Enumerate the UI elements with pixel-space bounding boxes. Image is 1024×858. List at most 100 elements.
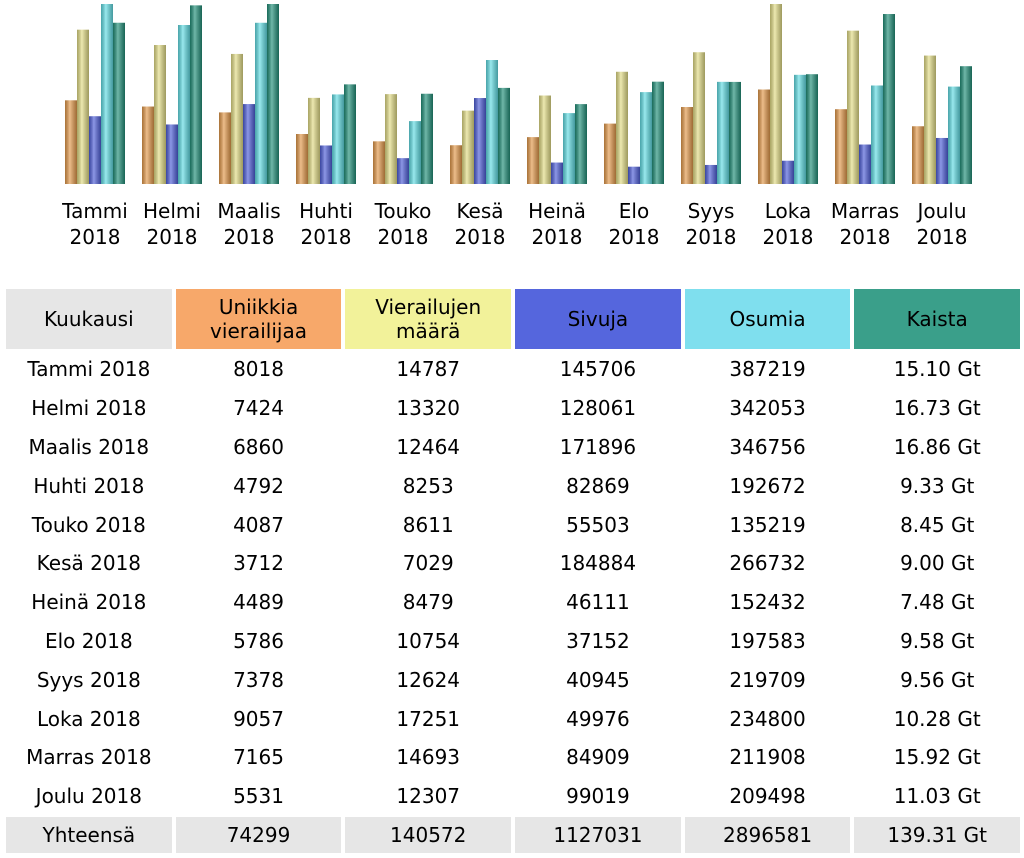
value-cell: 10754 (396, 628, 461, 653)
table-row: Helmi 2018 7424 13320 128061 342053 16.73 Gt (6, 390, 1020, 427)
bar (65, 100, 77, 184)
value-cell: 17251 (396, 706, 461, 731)
bar (835, 109, 847, 184)
bar (575, 104, 587, 184)
bar (332, 94, 344, 184)
value-cell: 5531 (233, 784, 284, 809)
table-row: Touko 2018 4087 8611 55503 135219 8.45 Gt (6, 506, 1020, 543)
value-cell: 209498 (729, 784, 806, 809)
bar (486, 60, 498, 184)
value-cell: 15.92 Gt (893, 745, 981, 770)
bar (681, 107, 693, 184)
month-cell: Huhti 2018 (33, 473, 145, 498)
value-cell: 4087 (233, 512, 284, 537)
bar (924, 55, 936, 184)
value-cell: 152432 (729, 590, 806, 615)
value-cell: 145706 (559, 357, 637, 382)
x-tick-label: Kesä 2018 (454, 199, 506, 249)
x-tick-label: Huhti 2018 (299, 199, 353, 249)
value-cell: 387219 (729, 357, 806, 382)
value-cell: 135219 (729, 512, 806, 537)
bar (527, 137, 539, 184)
x-tick-label: Syys 2018 (685, 199, 737, 249)
bar (693, 52, 705, 184)
value-cell: 13320 (396, 396, 461, 421)
bar (255, 22, 267, 184)
value-cell: 219709 (729, 667, 806, 692)
header-row: Kuukausi Uniikkia vierailijaa Vierailujen … (6, 289, 1020, 349)
bar (806, 74, 818, 184)
bar (101, 4, 113, 184)
bar (936, 137, 948, 184)
bar (883, 14, 895, 185)
bar (474, 98, 486, 184)
value-cell: 55503 (566, 512, 630, 537)
bar (450, 145, 462, 184)
bar (421, 93, 433, 184)
value-cell: 197583 (729, 628, 806, 653)
bar (912, 126, 924, 184)
value-cell: 7165 (233, 745, 284, 770)
value-cell: 184884 (559, 551, 637, 576)
month-cell: Loka 2018 (36, 706, 141, 731)
bar (462, 110, 474, 184)
value-cell: 8611 (402, 512, 454, 537)
total-cell: 2896581 (684, 816, 851, 854)
bar (717, 81, 729, 184)
month-cell: Joulu 2018 (35, 784, 142, 809)
value-cell: 6860 (233, 434, 284, 459)
x-tick-label: Marras 2018 (830, 199, 900, 249)
x-tick-label: Elo 2018 (608, 199, 660, 249)
table-row: Maalis 2018 6860 12464 171896 346756 16.86 Gt (6, 429, 1020, 466)
value-cell: 40945 (566, 667, 630, 692)
bar (782, 160, 794, 184)
bar (243, 104, 255, 184)
total-row: Yhteensä 74299 140572 1127031 2896581 139.31 … (6, 816, 1020, 854)
value-cell: 46111 (566, 590, 630, 615)
value-cell: 266732 (729, 551, 806, 576)
value-cell: 9.00 Gt (900, 551, 975, 576)
bar (231, 53, 243, 184)
chart (65, 4, 972, 185)
bar (77, 29, 89, 185)
bar (770, 4, 782, 184)
value-cell: 8.45 Gt (900, 512, 975, 537)
value-cell: 346756 (729, 434, 806, 459)
table-row: Marras 2018 7165 14693 84909 211908 15.92 Gt (6, 739, 1020, 776)
bar (397, 158, 409, 184)
value-cell: 342053 (729, 396, 806, 421)
bar (219, 112, 231, 184)
bar (498, 87, 510, 184)
value-cell: 3712 (233, 551, 284, 576)
table-row: Joulu 2018 5531 12307 99019 209498 11.03 Gt (6, 778, 1020, 815)
bar (628, 166, 640, 184)
total-label: Yhteensä (6, 816, 172, 854)
value-cell: 7029 (402, 551, 454, 576)
value-cell: 37152 (566, 628, 630, 653)
bar (551, 162, 563, 184)
value-cell: 192672 (729, 473, 806, 498)
total-cell: 139.31 Gt (854, 816, 1020, 854)
bar (320, 145, 332, 184)
month-cell: Marras 2018 (26, 745, 152, 770)
value-cell: 10.28 Gt (893, 706, 981, 731)
value-cell: 171896 (559, 434, 637, 459)
bar (847, 30, 859, 184)
column-header: Uniikkia vierailijaa (175, 289, 342, 349)
table-row: Syys 2018 7378 12624 40945 219709 9.56 Gt (6, 661, 1020, 698)
value-cell: 84909 (566, 745, 630, 770)
bar (652, 81, 664, 184)
month-cell: Syys 2018 (36, 667, 141, 692)
x-tick-label: Tammi 2018 (62, 199, 128, 249)
bar (604, 123, 616, 184)
value-cell: 49976 (566, 706, 630, 731)
bar (154, 45, 166, 184)
value-cell: 82869 (566, 473, 630, 498)
bar (142, 106, 154, 184)
month-cell: Kesä 2018 (36, 551, 142, 576)
bar (308, 97, 320, 184)
x-tick-label: Heinä 2018 (528, 199, 586, 249)
stats-table: Kuukausi Uniikkia vierailijaa Vierailujen … (2, 287, 1024, 855)
column-header: Vierailujen määrä (345, 289, 512, 349)
table-row: Kesä 2018 3712 7029 184884 266732 9.00 Gt (6, 545, 1020, 582)
